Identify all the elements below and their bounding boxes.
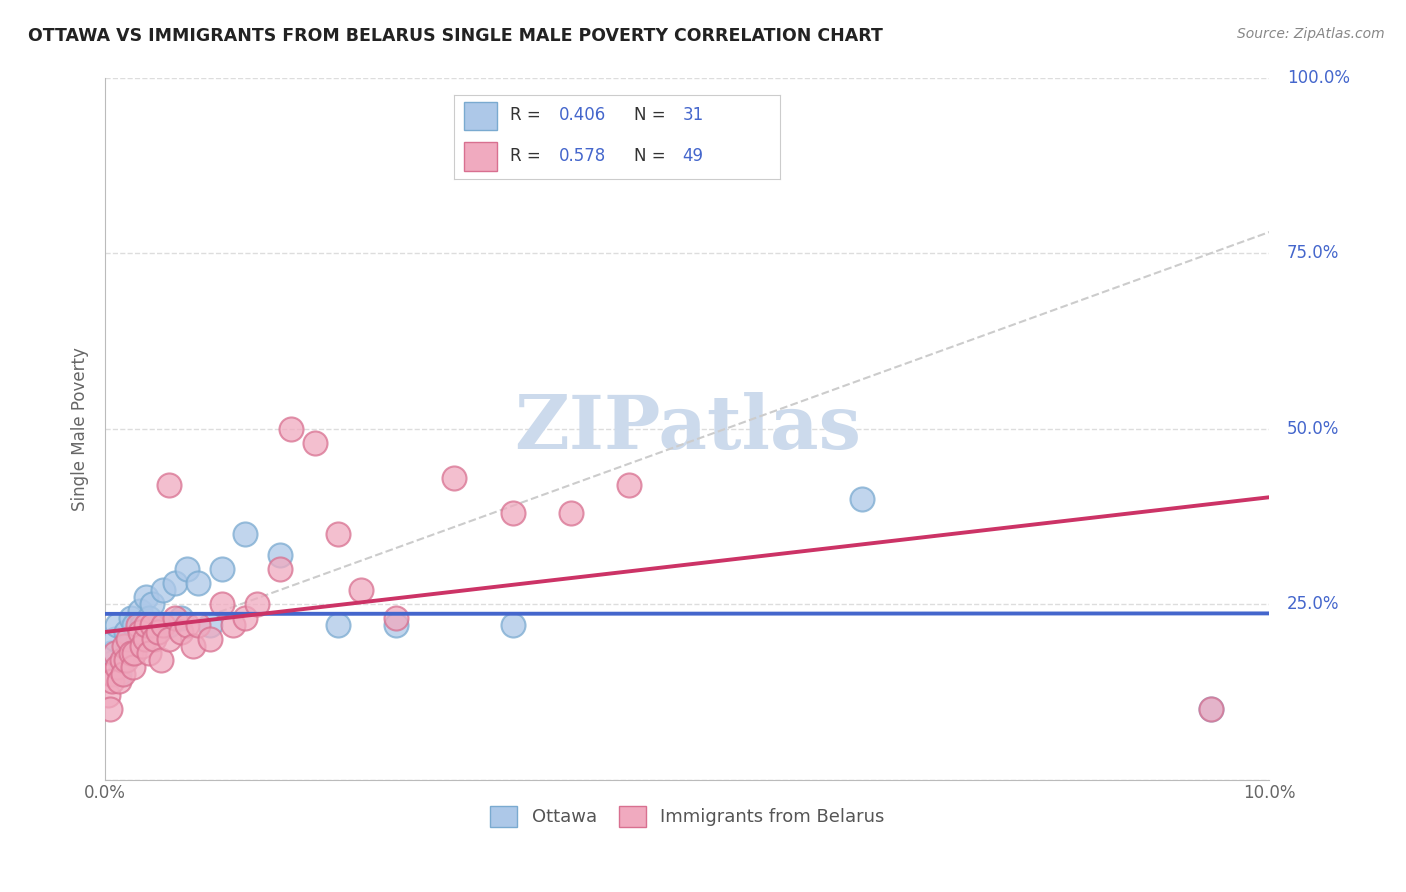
Point	[233, 527, 256, 541]
Text: OTTAWA VS IMMIGRANTS FROM BELARUS SINGLE MALE POVERTY CORRELATION CHART: OTTAWA VS IMMIGRANTS FROM BELARUS SINGLE…	[28, 27, 883, 45]
Point	[141, 597, 163, 611]
Point	[108, 674, 131, 689]
Point	[117, 639, 139, 653]
Point	[187, 576, 209, 591]
Point	[280, 421, 302, 435]
Point	[617, 477, 640, 491]
Point	[851, 491, 873, 506]
Point	[103, 632, 125, 647]
Point	[96, 689, 118, 703]
Point	[157, 618, 180, 632]
Point	[187, 618, 209, 632]
Point	[560, 506, 582, 520]
Point	[157, 632, 180, 647]
Point	[165, 576, 187, 591]
Point	[198, 632, 221, 647]
Point	[143, 632, 166, 647]
Point	[170, 611, 193, 625]
Text: Source: ZipAtlas.com: Source: ZipAtlas.com	[1237, 27, 1385, 41]
Point	[1199, 702, 1222, 716]
Point	[211, 597, 233, 611]
Point	[326, 527, 349, 541]
Point	[101, 674, 124, 689]
Point	[100, 667, 122, 681]
Point	[146, 618, 169, 632]
Point	[502, 618, 524, 632]
Point	[103, 646, 125, 660]
Point	[115, 653, 138, 667]
Y-axis label: Single Male Poverty: Single Male Poverty	[72, 347, 89, 510]
Point	[135, 590, 157, 604]
Point	[245, 597, 267, 611]
Point	[111, 667, 134, 681]
Point	[120, 611, 142, 625]
Point	[110, 653, 132, 667]
Point	[105, 660, 128, 674]
Point	[198, 618, 221, 632]
Point	[124, 618, 146, 632]
Point	[222, 618, 245, 632]
Point	[131, 618, 153, 632]
Point	[122, 660, 145, 674]
Point	[502, 506, 524, 520]
Point	[138, 611, 160, 625]
Legend: Ottawa, Immigrants from Belarus: Ottawa, Immigrants from Belarus	[484, 798, 891, 834]
Point	[443, 471, 465, 485]
Point	[385, 611, 408, 625]
Point	[98, 702, 121, 716]
Point	[170, 625, 193, 640]
Point	[124, 646, 146, 660]
Point	[152, 618, 174, 632]
Point	[165, 611, 187, 625]
Point	[111, 653, 134, 667]
Text: 50.0%: 50.0%	[1286, 419, 1340, 438]
Point	[115, 625, 138, 640]
Point	[112, 639, 135, 653]
Point	[157, 477, 180, 491]
Point	[127, 618, 149, 632]
Point	[152, 582, 174, 597]
Point	[181, 639, 204, 653]
Point	[211, 562, 233, 576]
Point	[326, 618, 349, 632]
Point	[141, 618, 163, 632]
Point	[105, 618, 128, 632]
Point	[108, 667, 131, 681]
Point	[129, 625, 152, 640]
Point	[100, 646, 122, 660]
Text: 100.0%: 100.0%	[1286, 69, 1350, 87]
Text: ZIPatlas: ZIPatlas	[513, 392, 860, 465]
Point	[129, 604, 152, 618]
Point	[233, 611, 256, 625]
Point	[117, 632, 139, 647]
Point	[1199, 702, 1222, 716]
Point	[135, 618, 157, 632]
Point	[269, 548, 291, 562]
Point	[138, 646, 160, 660]
Point	[176, 618, 198, 632]
Point	[134, 632, 156, 647]
Point	[269, 562, 291, 576]
Point	[350, 582, 373, 597]
Text: 75.0%: 75.0%	[1286, 244, 1340, 262]
Point	[127, 632, 149, 647]
Text: 25.0%: 25.0%	[1286, 595, 1340, 613]
Point	[176, 562, 198, 576]
Point	[131, 639, 153, 653]
Point	[385, 618, 408, 632]
Point	[146, 625, 169, 640]
Point	[150, 653, 173, 667]
Point	[304, 435, 326, 450]
Point	[120, 646, 142, 660]
